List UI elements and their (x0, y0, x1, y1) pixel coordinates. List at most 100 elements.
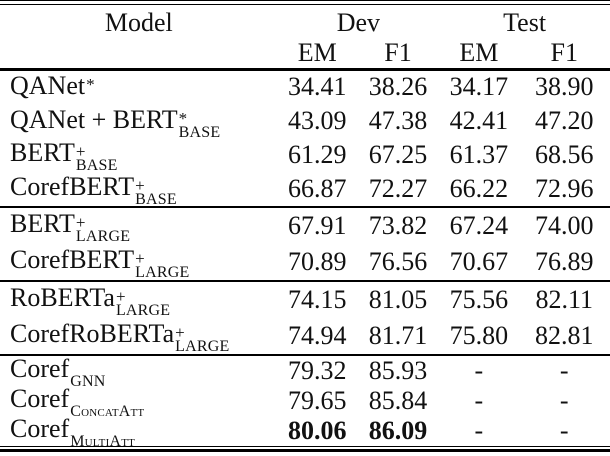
model-subscript: MultiAtt (70, 433, 136, 451)
model-text: Coref (10, 383, 70, 413)
score-cell: 79.32 (287, 355, 347, 385)
score-cell: 61.37 (449, 139, 509, 169)
score-cell: 85.84 (368, 385, 428, 415)
model-supsub: + BASE (75, 143, 118, 175)
top-rule (0, 0, 610, 5)
model-superscript: * (178, 108, 188, 128)
column-header-model: Model (104, 7, 173, 37)
score-cell: 74.00 (534, 210, 594, 240)
model-supsub: * (86, 74, 95, 106)
model-name: Coref GNN (0, 353, 278, 389)
model-subscript: LARGE (75, 228, 131, 246)
table-body: QANet * 34.41 38.26 34.17 38.90 QANet + B… (0, 71, 610, 450)
score-cell: 81.05 (368, 284, 428, 314)
table-row: Coref MultiAtt 80.06 86.09 - - (0, 413, 610, 449)
model-name: Coref MultiAtt (0, 413, 278, 449)
model-supsub: ConcatAtt (70, 391, 145, 421)
model-superscript: + (75, 213, 86, 233)
score-cell: 82.11 (535, 284, 593, 314)
model-supsub: + LARGE (115, 287, 171, 320)
model-superscript: + (175, 323, 185, 343)
score-cell: 34.41 (287, 72, 347, 102)
table-row: Coref ConcatAtt 79.65 85.84 - - (0, 383, 610, 421)
column-header-test-em: EM (459, 37, 499, 67)
model-name: CorefRoBERTa + LARGE (0, 318, 278, 354)
score-cell: 86.09 (368, 415, 428, 445)
score-cell: 67.24 (449, 210, 509, 240)
model-subscript: LARGE (115, 302, 171, 320)
table-row: BERT + LARGE 67.91 73.82 67.24 74.00 (0, 208, 610, 244)
model-text: BERT (10, 138, 75, 168)
model-name: CorefBERT + BASE (0, 174, 278, 208)
model-text: Coref (10, 353, 70, 383)
score-cell: 75.80 (449, 320, 509, 350)
header-rule (0, 67, 610, 71)
model-text: Coref (10, 413, 70, 443)
model-supsub: * BASE (178, 108, 221, 141)
score-cell: - (474, 385, 484, 415)
score-cell: 80.06 (287, 415, 347, 445)
model-supsub: + LARGE (75, 213, 131, 246)
score-cell: 73.82 (368, 210, 428, 240)
score-cell: 82.81 (534, 320, 594, 350)
score-cell: 75.56 (449, 284, 509, 314)
score-cell: 38.26 (368, 72, 428, 102)
table-group: RoBERTa + LARGE 74.15 81.05 75.56 82.11 Co… (0, 279, 610, 355)
bottom-rule (0, 445, 610, 452)
model-superscript: + (135, 176, 145, 196)
table-group: QANet * 34.41 38.26 34.17 38.90 QANet + B… (0, 71, 610, 208)
score-cell: 47.38 (368, 106, 428, 136)
score-cell: - (559, 355, 569, 385)
model-text: CorefBERT (10, 244, 135, 274)
score-cell: - (474, 355, 484, 385)
model-subscript: LARGE (175, 338, 230, 356)
column-header-dev: Dev (336, 7, 381, 37)
table-row: RoBERTa + LARGE 74.15 81.05 75.56 82.11 (0, 282, 610, 318)
model-text: CorefRoBERTa (10, 318, 175, 348)
model-name: BERT + BASE (0, 138, 278, 174)
model-subscript: BASE (75, 157, 118, 175)
model-name: QANet * (0, 70, 278, 102)
model-supsub: + LARGE (175, 323, 230, 356)
score-cell: 66.22 (449, 173, 509, 203)
score-cell: 72.27 (368, 173, 428, 203)
table-group: Coref GNN 79.32 85.93 - - Coref ConcatAtt … (0, 353, 610, 450)
table-row: CorefBERT + LARGE 70.89 76.56 70.67 76.89 (0, 244, 610, 280)
model-superscript: * (86, 74, 95, 94)
score-cell: 85.93 (368, 355, 428, 385)
score-cell: 74.94 (287, 320, 347, 350)
score-cell: 67.25 (368, 139, 428, 169)
score-cell: 42.41 (449, 106, 509, 136)
model-supsub: GNN (70, 361, 105, 390)
column-header-dev-f1: F1 (384, 37, 412, 67)
header-row-metrics: EM F1 EM F1 (0, 38, 610, 68)
table-row: QANet * 34.41 38.26 34.17 38.90 (0, 71, 610, 105)
score-cell: 70.89 (287, 246, 347, 276)
model-name: RoBERTa + LARGE (0, 282, 278, 318)
column-header-test: Test (503, 7, 547, 37)
model-subscript: LARGE (135, 264, 190, 282)
column-header-test-f1: F1 (550, 37, 578, 67)
table-group: BERT + LARGE 67.91 73.82 67.24 74.00 Coref… (0, 205, 610, 281)
model-subscript: ConcatAtt (70, 403, 145, 421)
score-cell: - (559, 385, 569, 415)
model-supsub: + LARGE (135, 249, 190, 282)
model-superscript: + (115, 287, 126, 307)
score-cell: 81.71 (368, 320, 428, 350)
score-cell: 66.87 (287, 173, 347, 203)
column-header-dev-em: EM (297, 37, 337, 67)
header-row-groups: Model Dev Test (0, 8, 610, 38)
table-row: CorefRoBERTa + LARGE 74.94 81.71 75.80 82.… (0, 318, 610, 354)
score-cell: 67.91 (287, 210, 347, 240)
score-cell: 34.17 (449, 72, 509, 102)
score-cell: 70.67 (449, 246, 509, 276)
model-supsub: MultiAtt (70, 421, 136, 451)
score-cell: 68.56 (534, 139, 594, 169)
model-text: RoBERTa (10, 282, 115, 312)
score-cell: 43.09 (287, 106, 347, 136)
model-text: QANet (10, 70, 86, 100)
model-superscript: + (135, 249, 145, 269)
score-cell: 79.65 (287, 385, 347, 415)
model-name: QANet + BERT * BASE (0, 106, 278, 140)
